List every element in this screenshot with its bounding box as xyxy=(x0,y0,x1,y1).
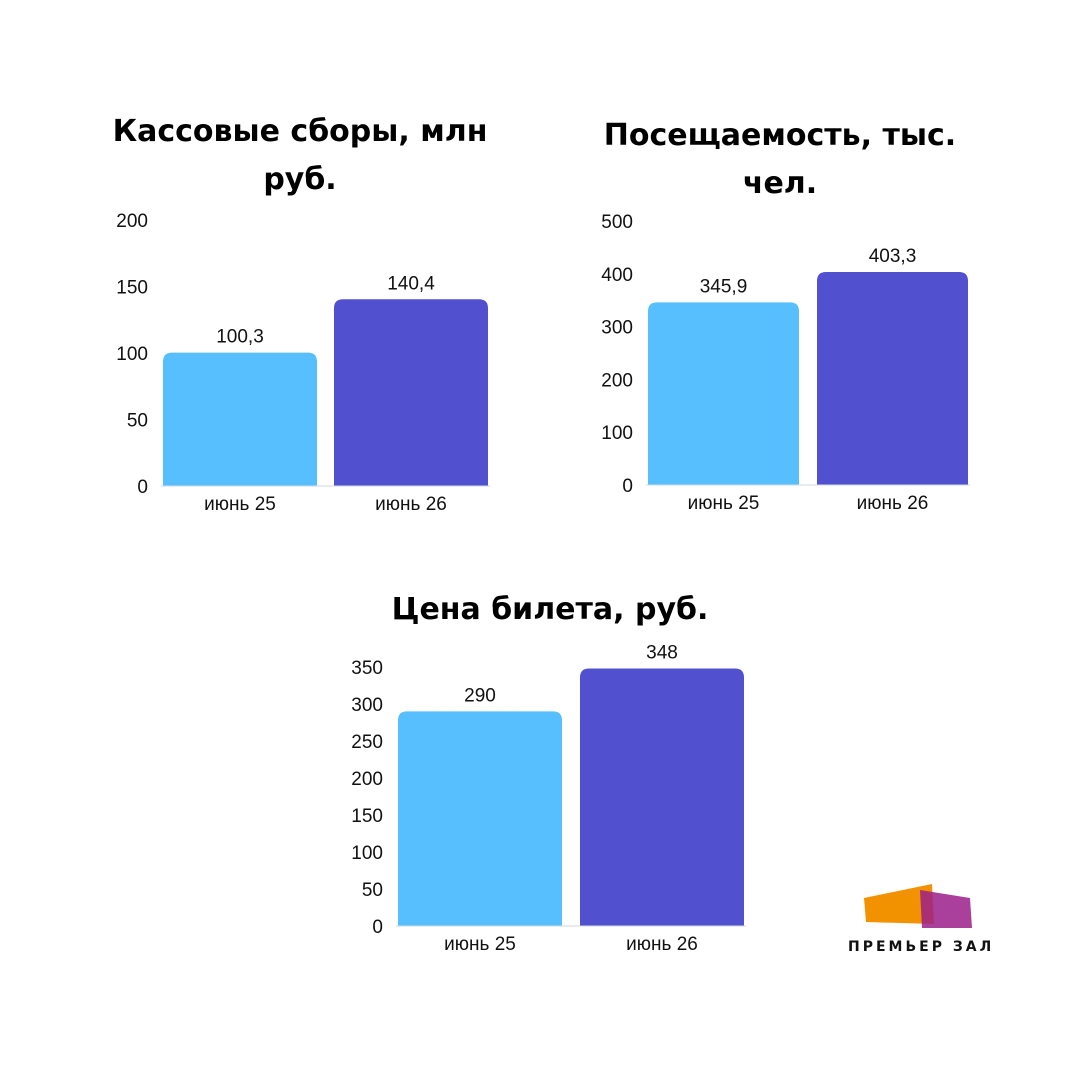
bar xyxy=(648,302,799,485)
y-tick-label: 250 xyxy=(351,732,383,753)
chart-title-box-office: Кассовые сборы, млн руб. xyxy=(112,114,488,197)
y-tick-label: 100 xyxy=(116,344,148,365)
bar xyxy=(334,299,488,486)
bar-value-label: 345,9 xyxy=(700,276,748,297)
logo-text: ПРЕМЬЕР ЗАЛ xyxy=(848,939,995,955)
y-tick-label: 0 xyxy=(372,917,383,938)
y-tick-label: 200 xyxy=(601,370,633,391)
y-tick-label: 150 xyxy=(116,278,148,299)
x-category-label: июнь 26 xyxy=(626,934,698,955)
y-tick-label: 50 xyxy=(127,411,148,432)
y-tick-label: 400 xyxy=(601,265,633,286)
bar-value-label: 100,3 xyxy=(216,327,264,348)
y-tick-label: 300 xyxy=(601,318,633,339)
y-tick-label: 100 xyxy=(351,843,383,864)
y-tick-label: 0 xyxy=(622,476,633,497)
bar-value-label: 348 xyxy=(646,642,678,663)
y-tick-label: 200 xyxy=(116,211,148,232)
ticket-price-chart: 0 50 100 150 200 250 300 350 290 июнь 25 348 июнь 2… xyxy=(351,642,746,955)
bar xyxy=(580,668,744,926)
x-category-label: июнь 25 xyxy=(688,493,760,514)
bar xyxy=(163,352,317,486)
bar xyxy=(817,272,968,485)
premier-zal-logo: ПРЕМЬЕР ЗАЛ xyxy=(844,876,1004,966)
logo-mark-icon xyxy=(864,884,972,928)
y-tick-label: 100 xyxy=(601,423,633,444)
bar-value-label: 403,3 xyxy=(869,246,917,267)
x-category-label: июнь 26 xyxy=(857,493,929,514)
bar-value-label: 140,4 xyxy=(387,273,435,294)
chart-title-attendance: Посещаемость, тыс. чел. xyxy=(603,118,957,201)
box-office-chart: 0 50 100 150 200 100,3 июнь 25 140,4 июнь 26 xyxy=(116,211,490,515)
x-category-label: июнь 26 xyxy=(375,494,447,515)
x-category-label: июнь 25 xyxy=(444,934,516,955)
x-category-label: июнь 25 xyxy=(204,494,276,515)
y-tick-label: 350 xyxy=(351,658,383,679)
y-tick-label: 300 xyxy=(351,695,383,716)
y-tick-label: 500 xyxy=(601,212,633,233)
attendance-chart: 0 100 200 300 400 500 345,9 июнь 25 403,3 июнь 26 xyxy=(601,212,970,514)
y-tick-label: 50 xyxy=(362,880,383,901)
y-tick-label: 200 xyxy=(351,769,383,790)
y-tick-label: 0 xyxy=(137,477,148,498)
bar-value-label: 290 xyxy=(464,685,496,706)
chart-title-ticket-price: Цена билета, руб. xyxy=(391,592,709,627)
bar xyxy=(398,711,562,926)
y-tick-label: 150 xyxy=(351,806,383,827)
